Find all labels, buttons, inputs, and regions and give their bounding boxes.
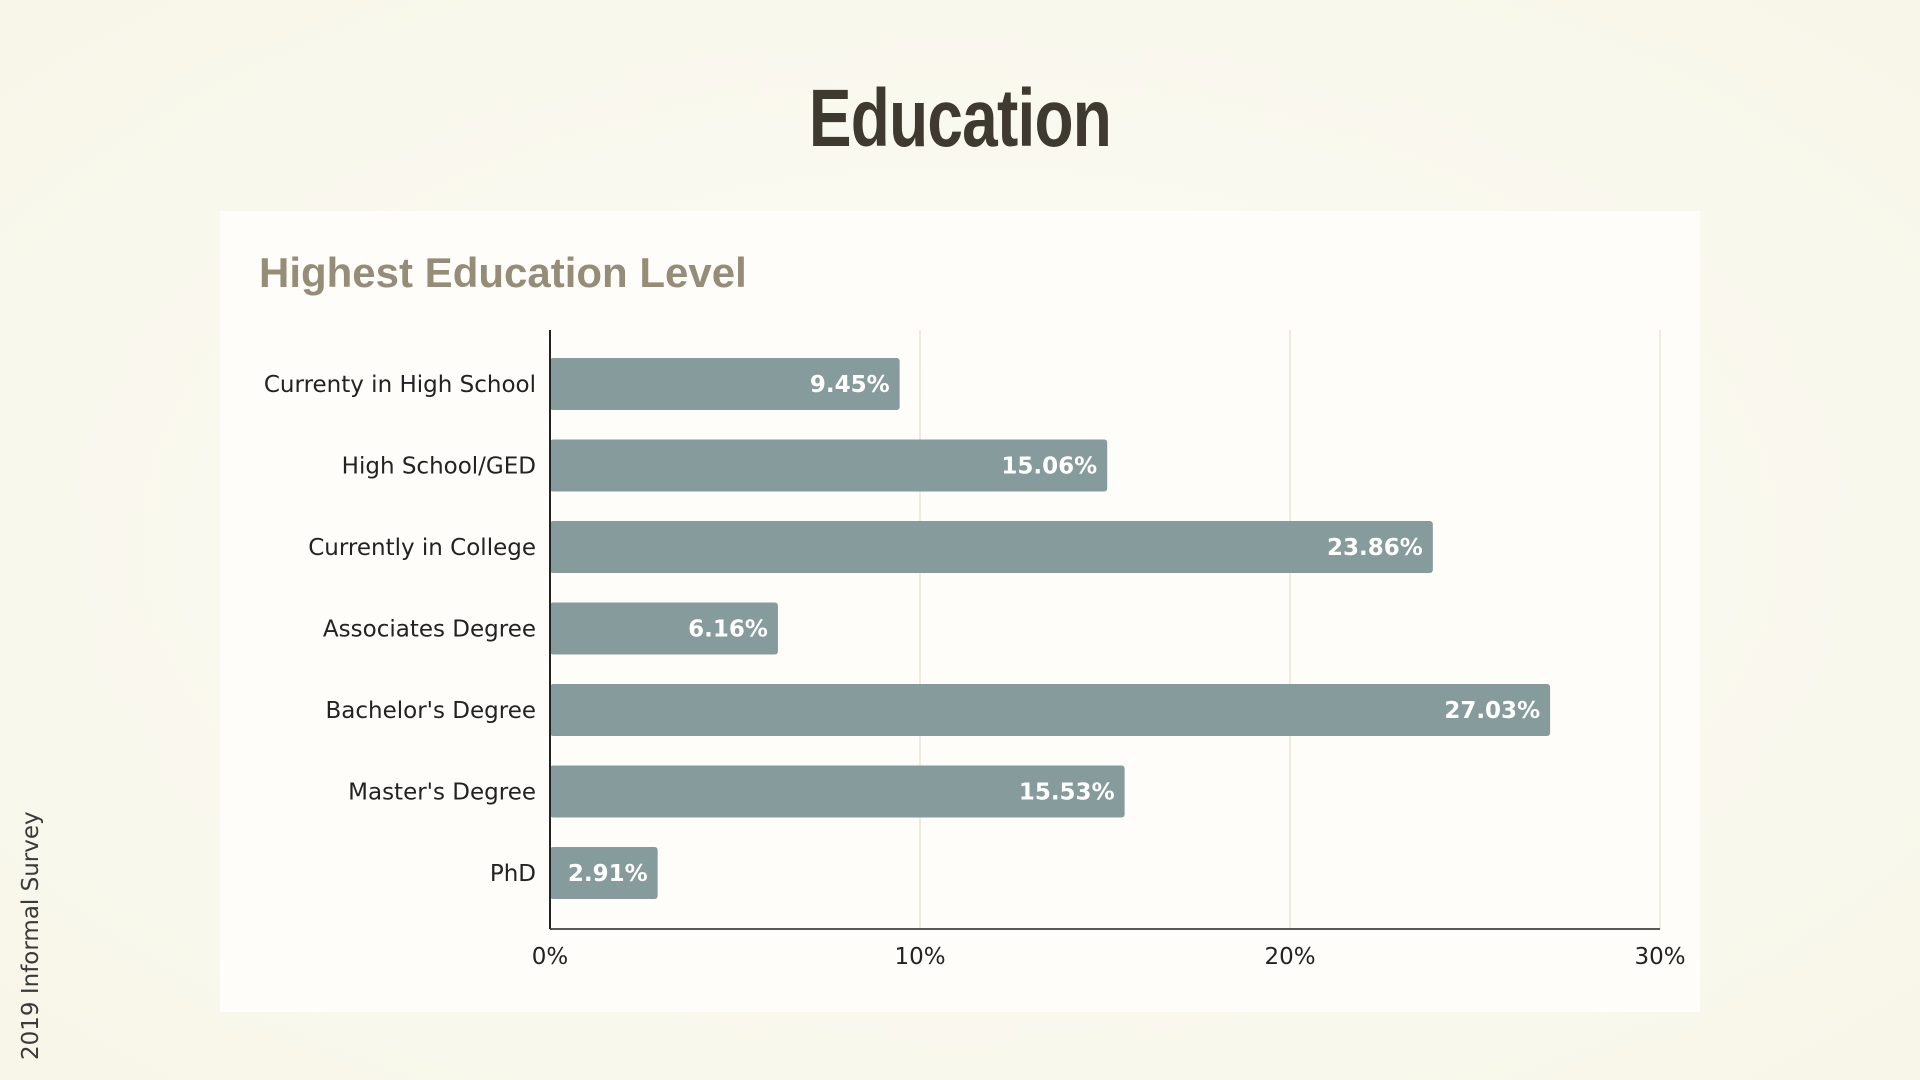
- x-tick-label-3: 30%: [1634, 944, 1685, 970]
- gridlines: [919, 330, 1661, 929]
- labels: 9.45% Currenty in High School 15.06% High S…: [264, 372, 1686, 970]
- x-tick-label-0: 0%: [532, 944, 569, 970]
- bar-3: [550, 602, 778, 655]
- axes: [549, 330, 1660, 930]
- bar-value-label-4: 27.03%: [1444, 698, 1540, 724]
- bars: [550, 358, 1551, 899]
- chart-card: [220, 211, 1700, 1012]
- category-label-6: PhD: [490, 861, 536, 887]
- bar-value-label-2: 23.86%: [1327, 535, 1423, 561]
- chart-title: Highest Education Level: [259, 249, 747, 296]
- bar-0: [550, 358, 900, 410]
- category-label-1: High School/GED: [342, 454, 536, 480]
- bar-4: [550, 684, 1551, 736]
- survey-footer-note: 2019 Informal Survey: [18, 811, 44, 1060]
- bar-value-label-3: 6.16%: [688, 617, 768, 643]
- bar-1: [550, 439, 1108, 492]
- x-tick-label-2: 20%: [1264, 944, 1315, 970]
- category-label-3: Associates Degree: [323, 617, 536, 643]
- category-label-2: Currently in College: [308, 535, 536, 561]
- bar-6: [550, 847, 658, 899]
- bar-value-label-0: 9.45%: [810, 372, 890, 398]
- bar-value-label-5: 15.53%: [1019, 780, 1115, 806]
- bar-value-label-6: 2.91%: [568, 861, 648, 887]
- category-label-5: Master's Degree: [348, 780, 536, 806]
- bar-5: [550, 765, 1125, 818]
- bar-value-label-1: 15.06%: [1001, 454, 1097, 480]
- x-tick-label-1: 10%: [894, 944, 945, 970]
- slide-title: Education: [808, 73, 1112, 164]
- bar-2: [550, 521, 1433, 573]
- category-label-0: Currenty in High School: [264, 372, 536, 398]
- category-label-4: Bachelor's Degree: [326, 698, 537, 724]
